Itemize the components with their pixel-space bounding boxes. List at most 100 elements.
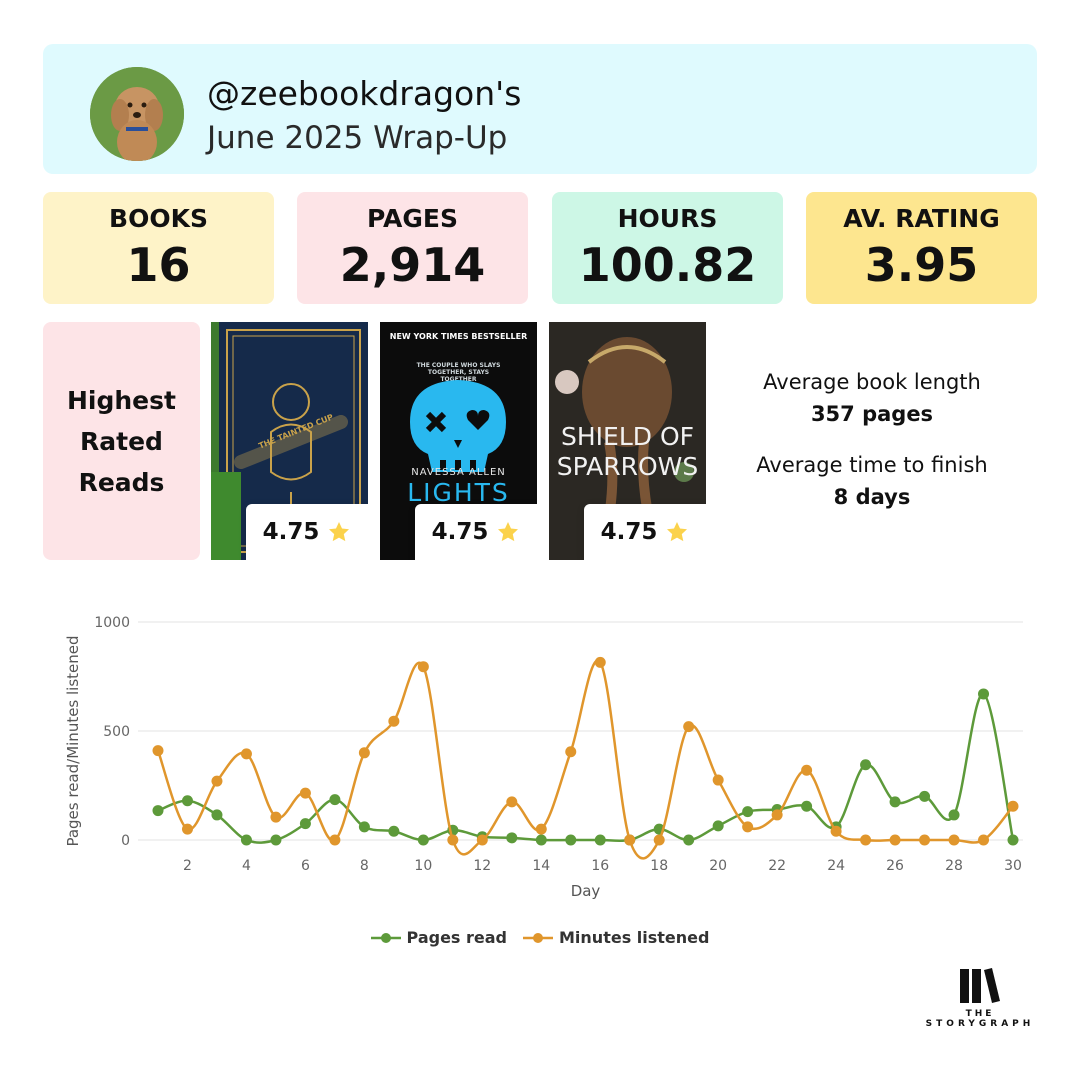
stat-value: 16: [126, 238, 191, 292]
stat-label: BOOKS: [109, 204, 208, 233]
data-point-1: [211, 775, 223, 787]
y-tick-label: 500: [103, 724, 130, 740]
average-length-label: Average book length: [763, 370, 981, 394]
data-point-1: [683, 721, 695, 733]
book-cover-banner: NEW YORK TIMES BESTSELLER: [389, 332, 528, 341]
logo-name: STORYGRAPH: [925, 1019, 1035, 1029]
x-tick-label: 14: [532, 858, 550, 874]
data-point-0: [152, 805, 164, 817]
data-point-0: [358, 821, 370, 833]
book-rating-badge: 4.75: [246, 504, 368, 560]
storygraph-logo: THE STORYGRAPH: [925, 965, 1035, 1040]
data-point-0: [889, 796, 901, 808]
data-point-1: [948, 834, 960, 846]
legend-item[interactable]: Minutes listened: [523, 928, 709, 947]
book-cover-title: LIGHTS: [407, 478, 510, 507]
data-point-1: [476, 834, 488, 846]
data-point-1: [388, 715, 400, 727]
data-point-1: [742, 821, 754, 833]
x-tick-label: 12: [473, 858, 491, 874]
data-point-0: [594, 834, 606, 846]
x-tick-label: 18: [650, 858, 668, 874]
data-point-0: [299, 818, 311, 830]
data-point-0: [181, 795, 193, 807]
data-point-1: [712, 774, 724, 786]
x-tick-label: 2: [183, 858, 192, 874]
x-tick-label: 22: [768, 858, 786, 874]
data-point-0: [417, 834, 429, 846]
data-point-0: [506, 832, 518, 844]
x-tick-label: 26: [886, 858, 904, 874]
legend-label: Minutes listened: [559, 928, 710, 947]
logo-the: THE: [965, 1009, 995, 1019]
average-finish-block: Average time to finish 8 days: [730, 453, 1014, 509]
series-line-1: [156, 659, 1014, 860]
average-length-block: Average book length 357 pages: [730, 370, 1014, 426]
book-cover-author: NAVESSA ALLEN: [411, 467, 506, 478]
stat-hours: HOURS 100.82: [552, 192, 783, 304]
data-point-1: [417, 661, 429, 673]
data-point-1: [535, 823, 547, 835]
data-point-1: [889, 834, 901, 846]
storygraph-books-icon: [960, 968, 1000, 1003]
data-point-0: [388, 825, 400, 837]
data-point-1: [181, 823, 193, 835]
book-cover-title: SHIELD OF SPARROWS: [556, 422, 699, 481]
data-point-0: [270, 834, 282, 846]
stat-value: 100.82: [578, 238, 757, 292]
data-point-0: [240, 834, 252, 846]
data-point-0: [329, 794, 341, 806]
dog-photo-icon: [90, 67, 184, 161]
x-tick-label: 6: [301, 858, 310, 874]
stat-value: 2,914: [339, 238, 486, 292]
stat-label: PAGES: [367, 204, 458, 233]
legend-marker-icon: [523, 932, 553, 943]
data-point-1: [624, 834, 636, 846]
data-point-1: [860, 834, 872, 846]
profile-handle: @zeebookdragon's: [207, 74, 522, 113]
data-point-0: [860, 759, 872, 771]
data-point-0: [535, 834, 547, 846]
x-tick-label: 30: [1004, 858, 1022, 874]
data-point-1: [270, 811, 282, 823]
book-rating-badge: 4.75: [584, 504, 706, 560]
stat-pages: PAGES 2,914: [297, 192, 528, 304]
x-axis-label: Day: [571, 882, 601, 900]
stat-books: BOOKS 16: [43, 192, 274, 304]
data-point-1: [653, 834, 665, 846]
star-icon: [498, 522, 519, 542]
data-point-1: [801, 764, 813, 776]
data-point-1: [771, 809, 783, 821]
legend-item[interactable]: Pages read: [370, 928, 507, 947]
data-point-1: [240, 748, 252, 760]
data-point-0: [919, 790, 931, 802]
x-tick-label: 28: [945, 858, 963, 874]
avatar: [90, 67, 184, 161]
data-point-1: [919, 834, 931, 846]
data-point-1: [447, 834, 459, 846]
book-cover-lights[interactable]: NEW YORK TIMES BESTSELLER THE COUPLE WHO…: [380, 322, 537, 560]
book-cover-tagline: THE COUPLE WHO SLAYS TOGETHER, STAYS TOG…: [416, 362, 501, 383]
average-length-value: 357 pages: [810, 402, 934, 426]
highest-rated-label: Highest Rated Reads: [67, 385, 176, 497]
average-finish-label: Average time to finish: [756, 453, 988, 477]
book-cover-tainted-cup[interactable]: THE TAINTED CUP 4.75: [211, 322, 368, 560]
series-line-0: [157, 692, 1015, 844]
data-point-1: [358, 747, 370, 759]
data-point-0: [801, 800, 813, 812]
highest-rated-card: Highest Rated Reads: [43, 322, 200, 560]
wrap-up-title: June 2025 Wrap-Up: [207, 120, 508, 156]
header-card: @zeebookdragon's June 2025 Wrap-Up: [43, 44, 1037, 174]
data-point-1: [299, 787, 311, 799]
book-rating-badge: 4.75: [415, 504, 537, 560]
stat-value: 3.95: [864, 238, 979, 292]
data-point-0: [948, 809, 960, 821]
data-point-0: [211, 809, 223, 821]
chart-legend: Pages read Minutes listened: [0, 928, 1080, 947]
data-point-1: [594, 656, 606, 668]
x-tick-label: 4: [242, 858, 251, 874]
x-tick-label: 16: [591, 858, 609, 874]
x-tick-label: 10: [414, 858, 432, 874]
book-cover-shield-of-sparrows[interactable]: SHIELD OF SPARROWS 4.75: [549, 322, 706, 560]
data-point-1: [1007, 800, 1019, 812]
